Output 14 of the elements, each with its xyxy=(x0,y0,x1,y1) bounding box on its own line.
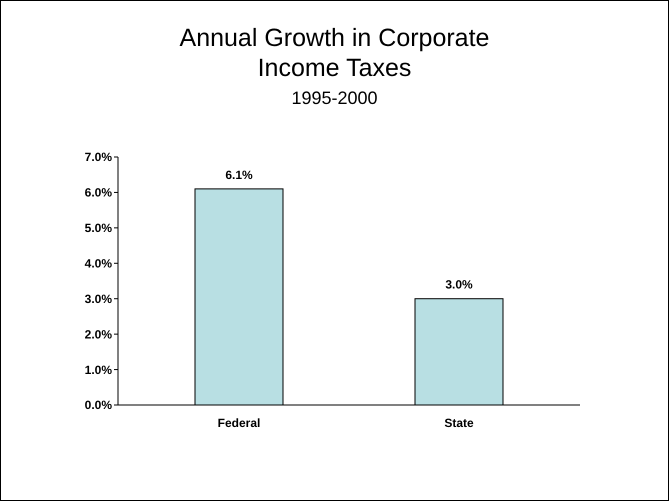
data-label: 3.0% xyxy=(445,278,473,292)
y-tick-label: 3.0% xyxy=(84,292,112,306)
x-tick-label: Federal xyxy=(218,416,260,430)
y-tick-label: 5.0% xyxy=(84,221,112,236)
y-tick-label: 7.0% xyxy=(84,150,112,164)
data-label: 6.1% xyxy=(225,168,253,182)
y-tick-label: 4.0% xyxy=(84,256,112,270)
y-tick-label: 1.0% xyxy=(84,362,112,377)
x-tick-label: State xyxy=(444,416,474,430)
chart-title: Annual Growth in Corporate Income Taxes xyxy=(180,24,490,82)
y-tick-label: 2.0% xyxy=(84,327,112,342)
y-tick-label: 6.0% xyxy=(84,186,112,200)
y-tick-label: 0.0% xyxy=(84,398,112,412)
chart-subtitle: 1995-2000 xyxy=(291,88,378,108)
